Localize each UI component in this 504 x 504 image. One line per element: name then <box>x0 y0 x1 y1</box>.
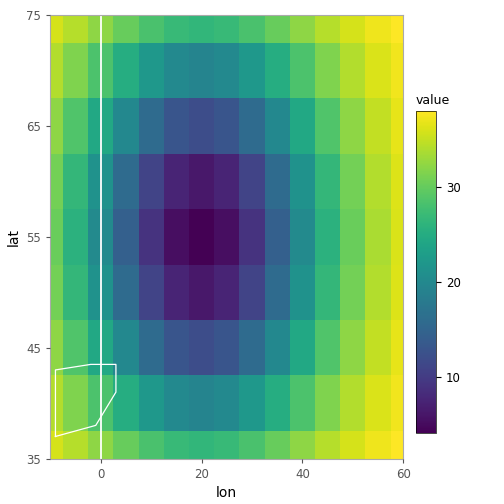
Text: value: value <box>416 94 450 107</box>
X-axis label: lon: lon <box>216 486 237 500</box>
Y-axis label: lat: lat <box>7 228 21 246</box>
